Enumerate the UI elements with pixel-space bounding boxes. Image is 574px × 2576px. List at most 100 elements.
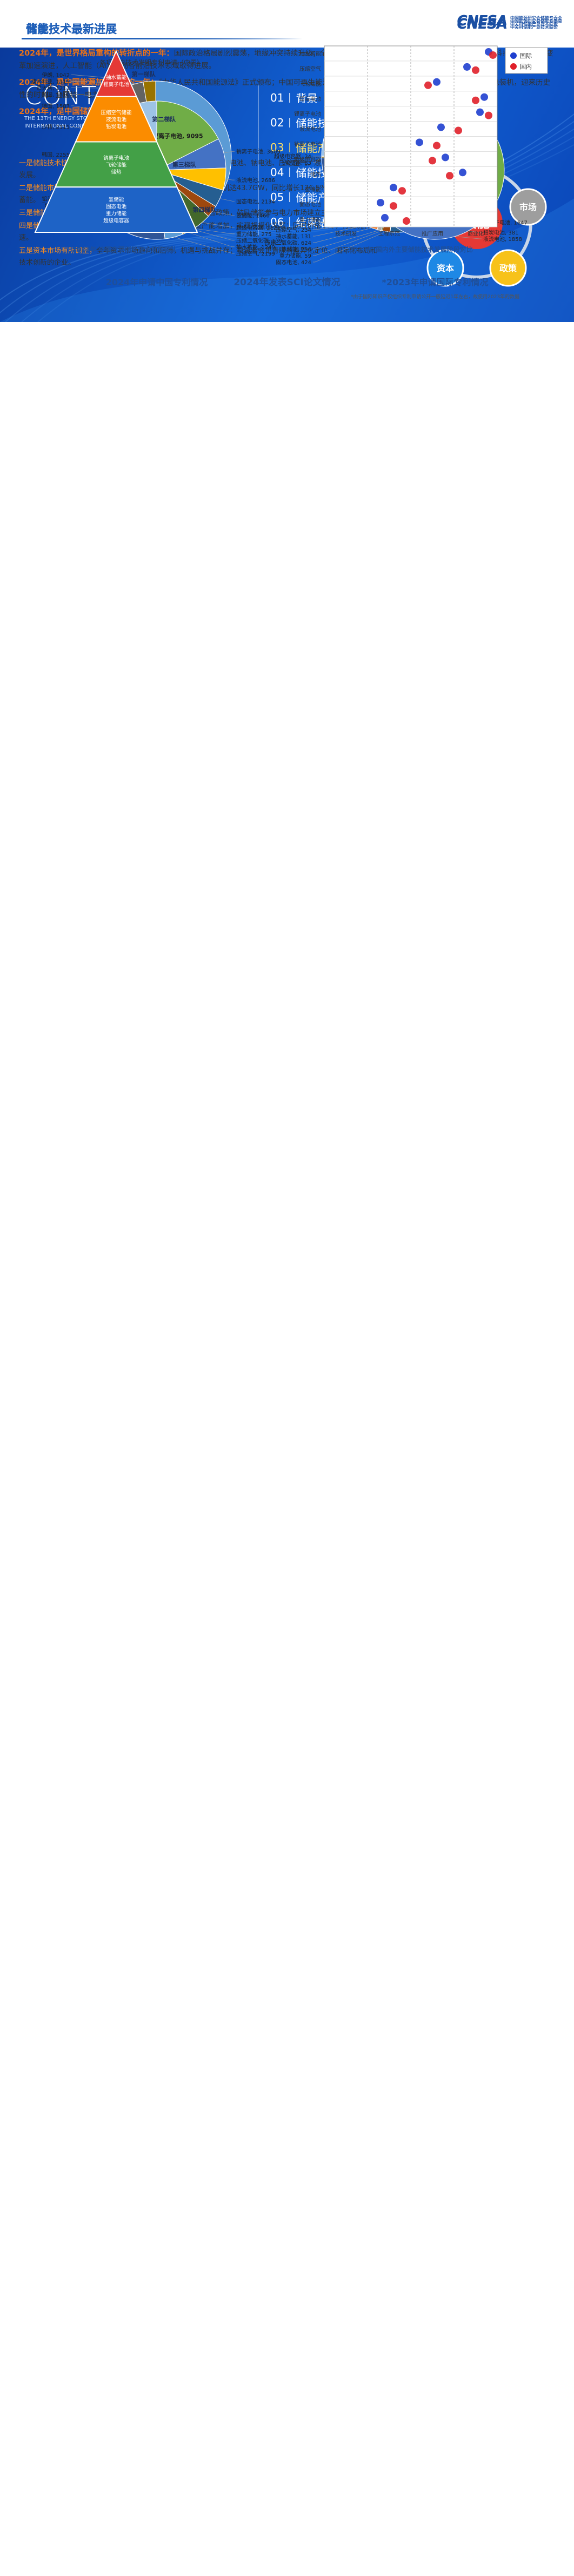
dot — [429, 157, 436, 165]
logo-line: 中关村储能产业技术联盟 — [510, 22, 558, 26]
leader-line — [219, 198, 235, 202]
dot — [416, 138, 423, 146]
dot — [398, 187, 406, 195]
data-label: 沙特, 2111 — [42, 124, 70, 131]
y-tick-label: 锂离子电池 — [294, 111, 321, 118]
logo-brand: CNESA — [457, 16, 508, 32]
diagram-node-label: 资本 — [437, 263, 454, 273]
data-label: 德国, 1583 — [42, 103, 70, 110]
y-tick-label: 储热 — [310, 171, 321, 178]
chart-caption: 2024年申请中国专利情况 — [106, 277, 208, 287]
leader-line — [192, 229, 235, 241]
legend-label: 国内 — [520, 63, 532, 70]
data-label: 压缩二氧化碳, 139 — [236, 237, 282, 244]
leader-line — [71, 105, 97, 110]
logo-brand: CNESA — [457, 16, 508, 32]
dot — [480, 93, 488, 101]
contents-item: 01 背景 — [270, 90, 317, 105]
dot — [489, 51, 497, 59]
logo: CNESA 中国能源研究会储能专委会 中关村储能产业技术联盟 — [457, 16, 562, 32]
y-tick-label: 重力储能 — [299, 216, 321, 223]
tier-item: 抽水蓄能 — [106, 74, 127, 81]
chart: 第一梯队抽水蓄能锂离子电池第二梯队压缩空气储能液流电池铅炭电池第三梯队钠离子电池… — [34, 45, 548, 253]
leader-line — [313, 227, 372, 243]
data-label: 重力储能, 59 — [279, 252, 311, 259]
dot — [455, 126, 462, 135]
tier-name: 第一梯队 — [132, 70, 156, 78]
point: 五是资本市场有所调整，全年资本市场趋向和后待，机遇与挑战并存；投资者会更青睐有差… — [19, 245, 378, 269]
conference-line: INTERNATIONAL CONFERENCE AND EXPO — [24, 123, 137, 129]
logo-brand: CNESA — [457, 13, 508, 29]
dot — [472, 66, 479, 74]
y-tick-label: 压缩空气 — [299, 65, 321, 72]
logo-line: 中关村储能产业技术联盟 — [510, 25, 558, 30]
decor-wave — [0, 198, 574, 322]
data-label: 液流电池, 1858 — [483, 236, 522, 243]
data-label: 超级电容器, 24 — [274, 153, 311, 160]
item-number: 04 — [270, 165, 284, 179]
tier-item: 钠离子电池 — [103, 155, 129, 161]
dot — [377, 199, 384, 207]
data-label: 超级电容器, 2121 — [236, 224, 281, 231]
leader-line — [193, 228, 235, 234]
data-label: 飞轮储能, 83 — [279, 159, 311, 166]
chart-caption: 2023年 中国主要储能技术发展梯队 — [72, 245, 177, 253]
contents-separator — [258, 85, 259, 237]
dot — [446, 172, 453, 180]
leader-line — [225, 179, 235, 180]
logo-text: 中国能源研究会储能专委会 中关村储能产业技术联盟 — [510, 18, 562, 30]
tier-item: 超级电容器 — [103, 218, 129, 224]
point-text: 全年资本市场趋向和后待，机遇与挑战并存；投资者会更青睐有差异化定位、国际化布局和… — [19, 247, 378, 267]
logo: CNESA 中国能源研究会储能专委会 中关村储能产业技术联盟 — [457, 13, 562, 29]
logo: CNESA 中国能源研究会储能专委会 中关村储能产业技术联盟 — [457, 16, 562, 32]
legend-marker — [510, 63, 517, 70]
leader-line — [313, 231, 386, 263]
diagram-node — [509, 188, 547, 226]
dot — [459, 169, 466, 177]
tier-item: 飞轮储能 — [106, 162, 127, 168]
y-tick-label: 氢储能 — [305, 186, 321, 193]
logo-brand: CNESA — [457, 13, 508, 29]
tier-item: 氢储能 — [109, 197, 124, 203]
data-label: 压缩空气, 234 — [276, 226, 311, 233]
diagram-node-label: 政策 — [499, 263, 517, 273]
data-label: 伊朗, 1042 — [42, 72, 70, 79]
leader-line — [313, 157, 322, 163]
logo: CNESA 中国能源研究会储能专委会 中关村储能产业技术联盟 — [457, 13, 562, 29]
data-label: 铅炭电池, 381 — [483, 229, 518, 236]
dot — [472, 96, 479, 104]
logo: CNESA 中国能源研究会储能专委会 中关村储能产业技术联盟 — [457, 16, 562, 32]
slide-title: 背景 — [26, 23, 49, 36]
leader-line — [223, 151, 235, 153]
data-label: 压缩空气, 2199 — [236, 250, 275, 257]
tier-item: 压缩空气储能 — [101, 110, 132, 116]
logo-line: 中关村储能产业技术联盟 — [510, 22, 558, 26]
pyramid-tier — [34, 186, 198, 233]
tier-item: 重力储能 — [106, 211, 127, 217]
item-number: 02 — [270, 116, 284, 129]
data-label: 意大利, 1211 — [36, 85, 70, 92]
leader-line — [313, 230, 382, 256]
item-divider — [289, 192, 291, 202]
item-number: 01 — [270, 91, 284, 104]
chart-caption: *2023年申请国际专利情况 — [382, 277, 489, 287]
logo-text: 中国能源研究会储能专委会 中关村储能产业技术联盟 — [510, 15, 562, 27]
leader-line — [187, 232, 235, 247]
logo-brand: CNESA — [457, 16, 508, 32]
data-label: 英国, 1510 — [42, 91, 70, 98]
dot — [437, 123, 445, 131]
item-label: 结束语 — [296, 216, 329, 229]
x-tick-label: 商业化 — [468, 230, 484, 237]
conference-line: THE 13TH ENERGY STORAGE — [24, 116, 102, 122]
slide-title: 储能技术最新进展 — [26, 23, 117, 36]
slide-title: 储能技术最新进展 — [26, 23, 117, 36]
logo-line: 中关村储能产业技术联盟 — [510, 25, 558, 30]
tier-name: 第四梯队 — [192, 206, 217, 213]
logo-line: 中关村储能产业技术联盟 — [510, 22, 558, 26]
x-tick-label: 技术研发 — [335, 230, 357, 237]
data-label: 氢储能, 1460 — [236, 212, 270, 219]
title-bar — [22, 38, 303, 39]
tier-item: 锂离子电池 — [103, 81, 129, 88]
logo-line: 中国能源研究会储能专委会 — [510, 16, 562, 21]
pie-slice — [156, 100, 219, 171]
